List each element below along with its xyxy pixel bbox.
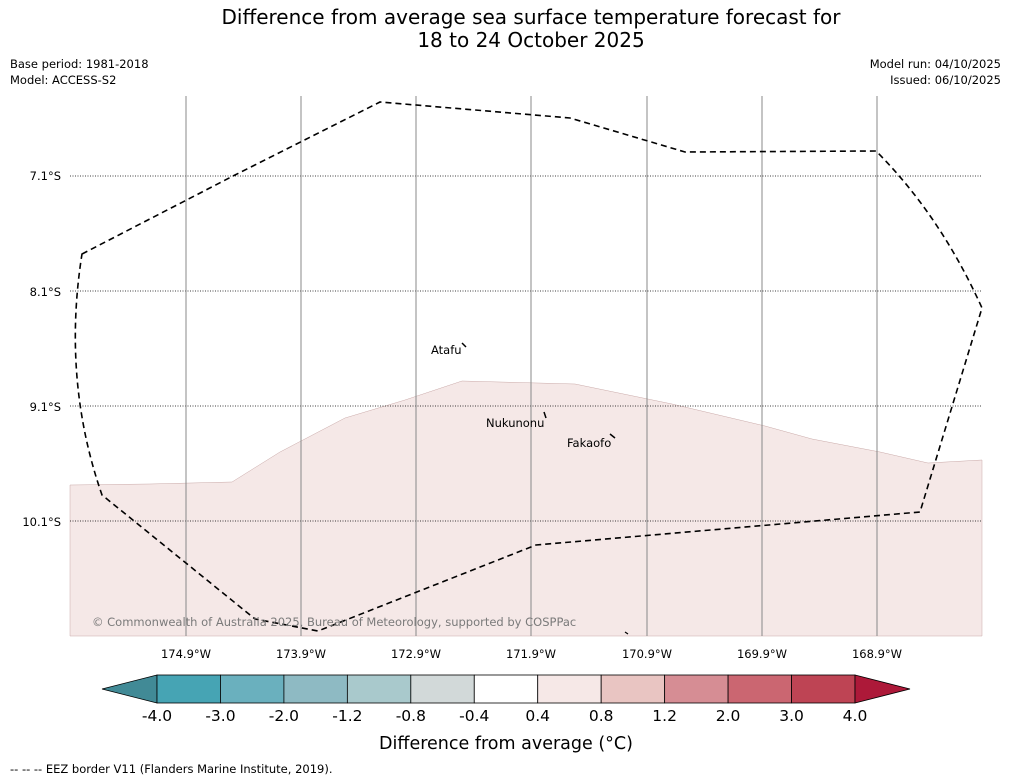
latitude-gridlines xyxy=(70,175,982,522)
small-islet xyxy=(624,631,629,635)
map-title: Difference from average sea surface temp… xyxy=(0,6,1011,52)
eez-border xyxy=(74,101,983,632)
lat-label: 8.1°S xyxy=(30,285,61,299)
legend-tick-labels: -4.0 -3.0 -2.0 -1.2 -0.8 -0.4 0.4 0.8 1.2 2.0 3.0 4… xyxy=(142,707,867,725)
legend-color-segment xyxy=(283,674,348,704)
place-label-fakaofo: Fakaofo xyxy=(567,436,611,450)
model-name: Model: ACCESS-S2 xyxy=(10,73,117,87)
lon-label: 169.9°W xyxy=(737,647,787,661)
lat-label: 10.1°S xyxy=(22,515,61,529)
legend-extend-low xyxy=(101,674,158,704)
lat-label: 7.1°S xyxy=(30,169,61,183)
legend-tick-label: 4.0 xyxy=(843,707,868,725)
nukunonu-atoll xyxy=(543,411,547,419)
legend-tick-label: -0.8 xyxy=(396,707,426,725)
legend-color-segment xyxy=(600,674,666,704)
legend-extend-high xyxy=(854,674,911,704)
legend-tick-label: -1.2 xyxy=(332,707,362,725)
title-line-2: 18 to 24 October 2025 xyxy=(417,28,645,52)
legend-color-segment xyxy=(537,674,602,704)
lon-label: 172.9°W xyxy=(391,647,441,661)
legend-color-segment xyxy=(156,674,221,704)
model-run: Model run: 04/10/2025 xyxy=(869,57,1001,71)
eez-footnote: -- -- -- EEZ border V11 (Flanders Marine… xyxy=(10,762,333,776)
legend-tick-label: 0.4 xyxy=(525,707,550,725)
copyright-notice: © Commonwealth of Australia 2025, Bureau… xyxy=(92,615,576,629)
legend-colorbar xyxy=(101,674,911,704)
legend-tick-label: 0.8 xyxy=(589,707,614,725)
fakaofo-atoll xyxy=(609,433,616,439)
lon-label: 170.9°W xyxy=(622,647,672,661)
legend-tick-label: 2.0 xyxy=(716,707,741,725)
legend-color-segment xyxy=(346,674,412,704)
atafu-atoll xyxy=(461,342,467,348)
lon-label: 174.9°W xyxy=(161,647,211,661)
legend-color-segment xyxy=(473,674,539,704)
place-label-atafu: Atafu xyxy=(431,343,462,357)
legend-color-segment xyxy=(410,674,475,704)
legend-color-segment xyxy=(664,674,729,704)
issued-date: Issued: 06/10/2025 xyxy=(890,73,1001,87)
legend-tick-label: -4.0 xyxy=(142,707,172,725)
lon-label: 171.9°W xyxy=(506,647,556,661)
base-period: Base period: 1981-2018 xyxy=(10,57,149,71)
meta-left: Base period: 1981-2018 Model: ACCESS-S2 xyxy=(10,56,149,88)
meta-right: Model run: 04/10/2025 Issued: 06/10/2025 xyxy=(870,56,1001,88)
legend-color-segment xyxy=(220,674,285,704)
lon-label: 173.9°W xyxy=(276,647,326,661)
longitude-gridlines xyxy=(185,96,878,636)
legend-color-segment xyxy=(727,674,792,704)
legend-tick-label: -2.0 xyxy=(269,707,299,725)
legend-title: Difference from average (°C) xyxy=(379,734,633,754)
place-label-nukunonu: Nukunonu xyxy=(486,416,544,430)
legend-tick-label: -3.0 xyxy=(205,707,235,725)
legend-tick-label: 3.0 xyxy=(779,707,804,725)
longitude-labels: 174.9°W 173.9°W 172.9°W 171.9°W 170.9°W … xyxy=(161,647,902,661)
lat-label: 9.1°S xyxy=(30,400,61,414)
anomaly-fill-region xyxy=(69,380,983,637)
title-line-1: Difference from average sea surface temp… xyxy=(221,5,841,29)
legend-color-segment xyxy=(791,674,856,704)
latitude-labels: 7.1°S 8.1°S 9.1°S 10.1°S xyxy=(22,169,61,529)
lon-label: 168.9°W xyxy=(852,647,902,661)
legend-tick-label: 1.2 xyxy=(652,707,677,725)
legend-tick-label: -0.4 xyxy=(459,707,489,725)
